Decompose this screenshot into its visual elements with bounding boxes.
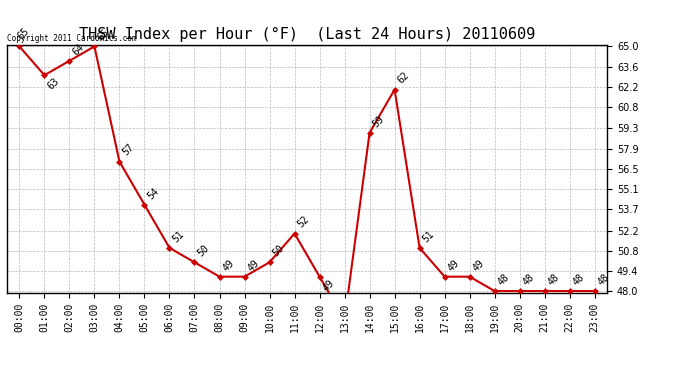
- Text: 49: 49: [246, 258, 261, 273]
- Text: 48: 48: [596, 272, 611, 287]
- Text: 48: 48: [571, 272, 586, 287]
- Title: THSW Index per Hour (°F)  (Last 24 Hours) 20110609: THSW Index per Hour (°F) (Last 24 Hours)…: [79, 27, 535, 42]
- Text: 49: 49: [321, 278, 336, 293]
- Text: 48: 48: [496, 272, 511, 287]
- Text: 49: 49: [221, 258, 236, 273]
- Text: 54: 54: [146, 186, 161, 201]
- Text: 63: 63: [46, 76, 61, 92]
- Text: 59: 59: [371, 114, 386, 129]
- Text: 57: 57: [121, 142, 136, 158]
- Text: 62: 62: [396, 70, 411, 86]
- Text: 48: 48: [521, 272, 536, 287]
- Text: 46: 46: [0, 374, 1, 375]
- Text: 49: 49: [471, 258, 486, 273]
- Text: 52: 52: [296, 214, 311, 230]
- Text: 49: 49: [446, 258, 461, 273]
- Text: 50: 50: [270, 243, 286, 258]
- Text: 64: 64: [70, 42, 86, 57]
- Text: 51: 51: [170, 229, 186, 244]
- Text: 65: 65: [16, 26, 31, 41]
- Text: Copyright 2011 Cardomics.com: Copyright 2011 Cardomics.com: [7, 33, 137, 42]
- Text: 65: 65: [96, 27, 111, 43]
- Text: 50: 50: [196, 243, 211, 258]
- Text: 51: 51: [421, 229, 436, 244]
- Text: 48: 48: [546, 272, 561, 287]
